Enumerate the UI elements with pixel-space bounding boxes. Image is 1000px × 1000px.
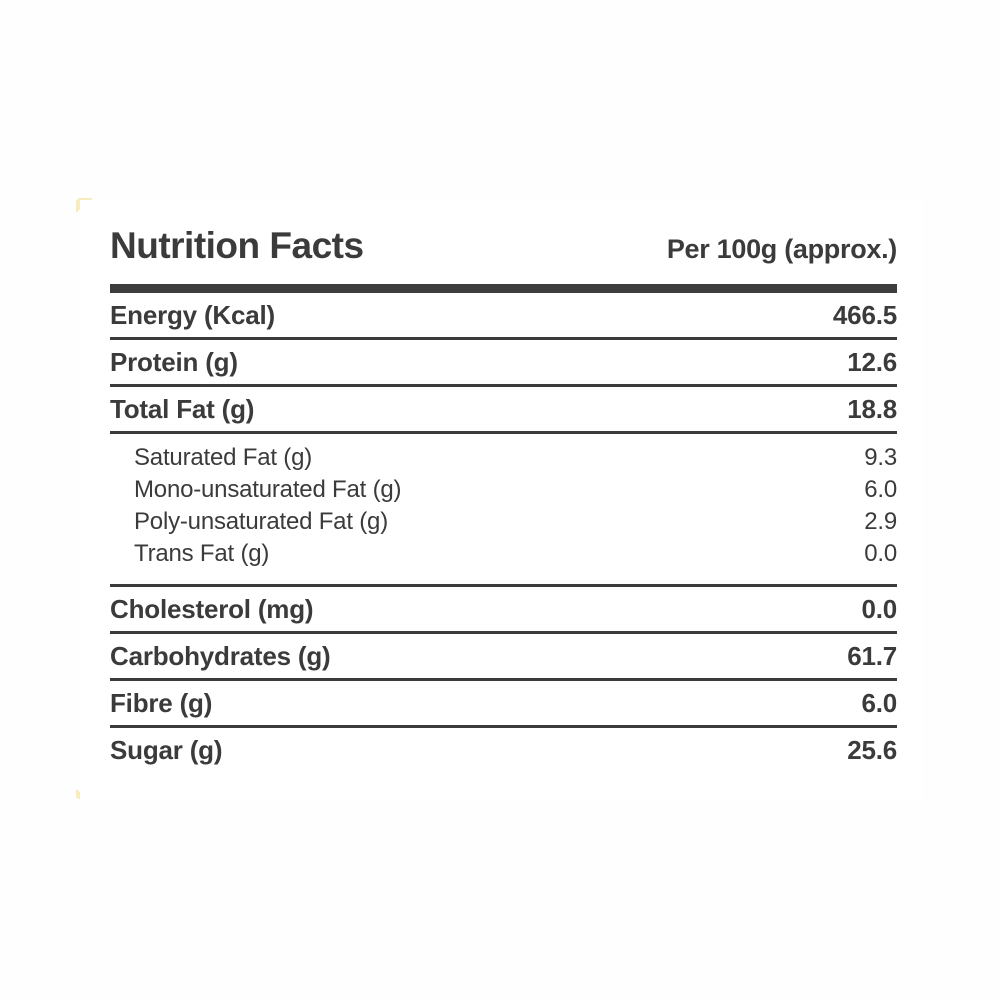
nutrient-value: 9.3	[864, 444, 897, 471]
nutrient-subrow-saturated-fat: Saturated Fat (g) 9.3	[110, 442, 897, 474]
nutrient-label: Protein (g)	[110, 346, 238, 377]
nutrient-value: 12.6	[847, 346, 897, 377]
nutrient-value: 466.5	[832, 299, 897, 330]
nutrient-label: Carbohydrates (g)	[110, 640, 331, 671]
nutrient-value: 6.0	[864, 476, 897, 503]
nutrient-subrow-poly-unsaturated-fat: Poly-unsaturated Fat (g) 2.9	[110, 506, 897, 538]
nutrient-row-carbohydrates: Carbohydrates (g) 61.7	[110, 634, 897, 681]
nutrient-label: Saturated Fat (g)	[134, 444, 313, 471]
nutrient-value: 6.0	[861, 687, 897, 718]
nutrient-value: 18.8	[847, 393, 897, 424]
nutrient-row-cholesterol: Cholesterol (mg) 0.0	[110, 587, 897, 634]
nutrition-facts-panel: Nutrition Facts Per 100g (approx.) Energ…	[80, 200, 923, 800]
serving-size-header: Per 100g (approx.)	[666, 234, 897, 264]
nutrient-label: Fibre (g)	[110, 687, 213, 718]
nutrient-subrow-mono-unsaturated-fat: Mono-unsaturated Fat (g) 6.0	[110, 474, 897, 506]
nutrient-label: Mono-unsaturated Fat (g)	[134, 476, 402, 503]
nutrient-row-fibre: Fibre (g) 6.0	[110, 681, 897, 728]
nutrient-value: 0.0	[864, 540, 897, 567]
fat-breakdown-group: Saturated Fat (g) 9.3 Mono-unsaturated F…	[110, 434, 897, 587]
nutrient-value: 0.0	[861, 593, 897, 624]
nutrient-label: Poly-unsaturated Fat (g)	[134, 508, 388, 535]
nutrient-value: 25.6	[847, 734, 897, 765]
panel-title: Nutrition Facts	[110, 225, 364, 266]
nutrient-label: Total Fat (g)	[110, 393, 255, 424]
nutrient-label: Sugar (g)	[110, 734, 223, 765]
nutrient-value: 2.9	[864, 508, 897, 535]
nutrient-row-energy: Energy (Kcal) 466.5	[110, 293, 897, 340]
nutrient-row-protein: Protein (g) 12.6	[110, 340, 897, 387]
nutrient-subrow-trans-fat: Trans Fat (g) 0.0	[110, 538, 897, 570]
panel-header: Nutrition Facts Per 100g (approx.)	[110, 200, 897, 274]
nutrient-label: Cholesterol (mg)	[110, 593, 314, 624]
nutrient-row-total-fat: Total Fat (g) 18.8	[110, 387, 897, 434]
header-divider-bar	[110, 284, 897, 293]
nutrient-label: Trans Fat (g)	[134, 540, 270, 567]
nutrient-value: 61.7	[847, 640, 897, 671]
nutrient-row-sugar: Sugar (g) 25.6	[110, 728, 897, 772]
nutrient-label: Energy (Kcal)	[110, 299, 276, 330]
